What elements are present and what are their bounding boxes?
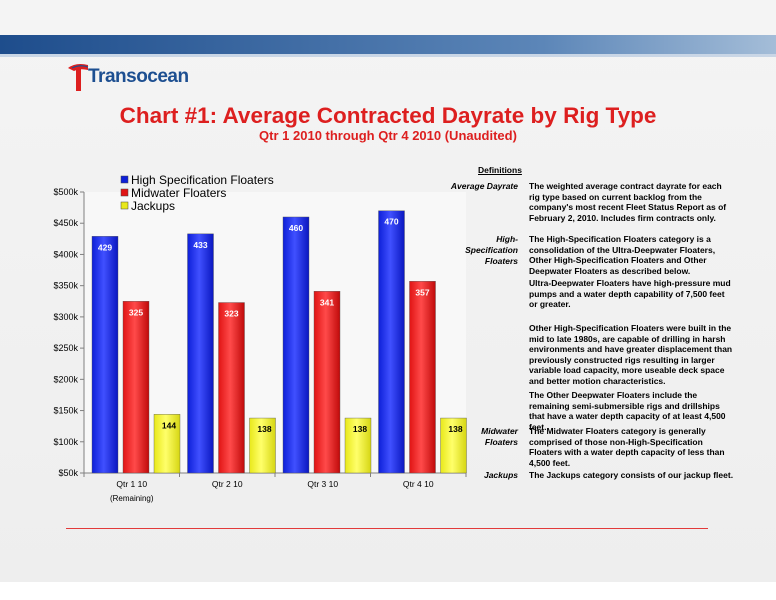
data-label: 138 — [257, 424, 271, 434]
header-band — [0, 35, 776, 54]
x-category-note: (Remaining) — [110, 494, 154, 503]
footer-divider — [66, 528, 708, 529]
bar-0-3 — [378, 210, 405, 474]
y-tick-label: $50k — [58, 468, 78, 478]
definition-text-high-spec: The High-Specification Floaters category… — [529, 234, 716, 276]
y-tick-label: $200k — [53, 374, 78, 384]
data-label: 325 — [129, 307, 143, 317]
bar-1-0 — [122, 301, 150, 474]
bar-2-3 — [440, 417, 467, 474]
data-label: 433 — [193, 240, 207, 250]
page-subtitle: Qtr 1 2010 through Qtr 4 2010 (Unaudited… — [259, 128, 517, 143]
definition-text-other-deepwater: The Other Deepwater Floaters include the… — [529, 390, 726, 432]
y-tick-label: $150k — [53, 406, 78, 416]
y-tick-label: $500k — [53, 187, 78, 197]
y-tick-label: $400k — [53, 249, 78, 259]
bar-1-1 — [218, 302, 245, 474]
definition-term-midwater: Midwater Floaters — [481, 426, 518, 447]
definition-text-average-dayrate: The weighted average contract dayrate fo… — [529, 181, 727, 223]
data-label: 138 — [353, 424, 367, 434]
definition-text-other-high-spec: Other High-Specification Floaters were b… — [529, 323, 733, 386]
data-label: 470 — [384, 217, 398, 227]
legend-swatch — [120, 175, 129, 184]
data-label: 429 — [98, 242, 112, 252]
definition-term-average-dayrate: Average Dayrate — [450, 181, 518, 191]
y-tick-label: $100k — [53, 437, 78, 447]
legend-swatch — [120, 188, 129, 197]
bar-0-2 — [282, 216, 310, 474]
legend-swatch — [120, 201, 129, 210]
definition-text-jackups: The Jackups category consists of our jac… — [529, 470, 734, 480]
data-label: 323 — [224, 309, 238, 319]
legend-label: Jackups — [131, 199, 175, 213]
bar-0-0 — [91, 236, 119, 474]
transocean-logo-icon — [68, 64, 89, 91]
y-tick-label: $350k — [53, 281, 78, 291]
page-title: Chart #1: Average Contracted Dayrate by … — [119, 103, 657, 128]
definitions-heading: Definitions — [478, 165, 522, 175]
legend-label: Midwater Floaters — [131, 186, 226, 200]
bar-0-1 — [187, 233, 214, 474]
x-category-label: Qtr 4 10 — [403, 479, 434, 489]
logo-text: Transocean — [88, 66, 189, 87]
y-tick-label: $300k — [53, 312, 78, 322]
x-category-label: Qtr 2 10 — [212, 479, 243, 489]
bar-2-2 — [344, 417, 372, 474]
data-label: 357 — [415, 287, 429, 297]
x-category-label: Qtr 3 10 — [307, 479, 338, 489]
data-label: 460 — [289, 223, 303, 233]
bar-1-3 — [409, 281, 436, 474]
data-label: 144 — [162, 420, 176, 430]
x-category-label: Qtr 1 10 — [116, 479, 147, 489]
bar-2-1 — [249, 417, 276, 474]
legend-label: High Specification Floaters — [131, 173, 274, 187]
data-label: 138 — [448, 424, 462, 434]
y-tick-label: $450k — [53, 218, 78, 228]
data-label: 341 — [320, 297, 334, 307]
header-band-shadow — [0, 54, 776, 57]
definition-term-high-spec: High-Specification Floaters — [465, 234, 518, 266]
footer-band — [0, 582, 776, 600]
bar-2-0 — [153, 414, 181, 474]
bar-1-2 — [313, 291, 341, 474]
definition-text-ultra-deepwater: Ultra-Deepwater Floaters have high-press… — [529, 278, 731, 310]
definition-term-jackups: Jackups — [483, 470, 518, 480]
definition-text-midwater: The Midwater Floaters category is genera… — [529, 426, 725, 468]
y-tick-label: $250k — [53, 343, 78, 353]
